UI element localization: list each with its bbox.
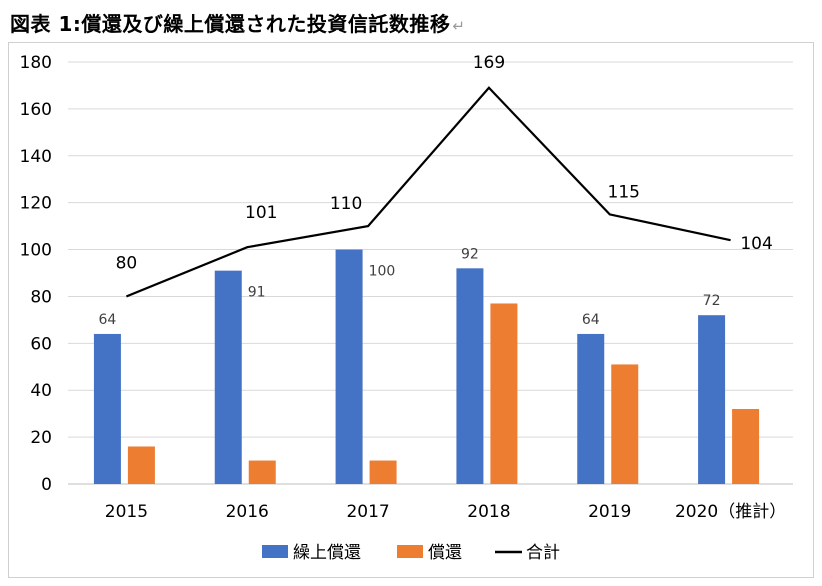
bar-shokan bbox=[369, 460, 397, 484]
y-tick-label: 0 bbox=[41, 475, 52, 495]
bar-kuriage-shokan bbox=[214, 270, 242, 484]
data-labels: 64 91 100 92 64 72 80 101 110 169 115 104 bbox=[99, 53, 773, 328]
bar-kuriage-shokan bbox=[577, 333, 605, 484]
x-tick-label: 2019 bbox=[588, 502, 631, 522]
legend-swatch-shokan bbox=[397, 545, 423, 558]
y-tick-label: 40 bbox=[30, 381, 52, 401]
legend: 繰上償還 償還 合計 bbox=[262, 543, 560, 563]
bar-kuriage-shokan bbox=[335, 249, 363, 484]
x-tick-label: 2018 bbox=[467, 502, 510, 522]
total-line bbox=[126, 86, 731, 298]
total-series-line bbox=[126, 86, 731, 298]
legend-label-total: 合計 bbox=[526, 543, 560, 563]
bar-data-label: 64 bbox=[99, 312, 117, 328]
bar-shokan bbox=[127, 446, 155, 484]
gridlines bbox=[68, 61, 793, 485]
x-tick-label: 2020（推計） bbox=[675, 502, 786, 522]
x-tick-label: 2016 bbox=[226, 502, 269, 522]
bar-data-label: 64 bbox=[582, 312, 600, 328]
chart-title: 図表 1:償還及び繰上償還された投資信託数推移 ↵ bbox=[10, 8, 465, 37]
bar-shokan bbox=[490, 303, 518, 484]
return-mark-icon: ↵ bbox=[452, 17, 466, 35]
total-data-label: 110 bbox=[330, 194, 362, 214]
total-data-label: 101 bbox=[245, 203, 277, 223]
total-data-label: 115 bbox=[608, 182, 640, 202]
legend-label-shokan: 償還 bbox=[428, 543, 462, 563]
x-tick-label: 2015 bbox=[105, 502, 148, 522]
bar-shokan bbox=[248, 460, 276, 484]
y-tick-label: 100 bbox=[20, 241, 52, 261]
y-tick-label: 80 bbox=[30, 287, 52, 307]
bar-data-label: 100 bbox=[369, 264, 396, 280]
y-tick-label: 180 bbox=[20, 53, 52, 73]
x-axis-ticks: 2015 2016 2017 2018 2019 2020（推計） bbox=[105, 502, 786, 522]
bar-data-label: 92 bbox=[461, 246, 479, 262]
bars bbox=[93, 249, 760, 484]
chart-frame bbox=[8, 42, 814, 578]
total-data-label: 169 bbox=[473, 53, 505, 73]
bar-kuriage-shokan bbox=[698, 315, 726, 484]
y-tick-label: 120 bbox=[20, 194, 52, 214]
bar-shokan bbox=[611, 364, 639, 484]
bar-kuriage-shokan bbox=[456, 268, 484, 484]
legend-label-kuriage-shokan: 繰上償還 bbox=[293, 543, 361, 563]
total-data-label: 80 bbox=[116, 253, 138, 273]
chart-title-text: 図表 1:償還及び繰上償還された投資信託数推移 bbox=[10, 12, 451, 36]
legend-swatch-kuriage-shokan bbox=[262, 545, 288, 558]
y-tick-label: 60 bbox=[30, 334, 52, 354]
y-tick-label: 20 bbox=[30, 428, 52, 448]
total-data-label: 104 bbox=[740, 234, 772, 254]
y-tick-label: 140 bbox=[20, 147, 52, 167]
bar-kuriage-shokan bbox=[93, 333, 121, 484]
x-tick-label: 2017 bbox=[346, 502, 389, 522]
bar-data-label: 91 bbox=[248, 285, 266, 301]
y-axis-ticks: 0 20 40 60 80 100 120 140 160 180 bbox=[20, 53, 52, 495]
y-tick-label: 160 bbox=[20, 100, 52, 120]
bar-data-label: 72 bbox=[703, 293, 721, 309]
bar-shokan bbox=[732, 408, 760, 484]
